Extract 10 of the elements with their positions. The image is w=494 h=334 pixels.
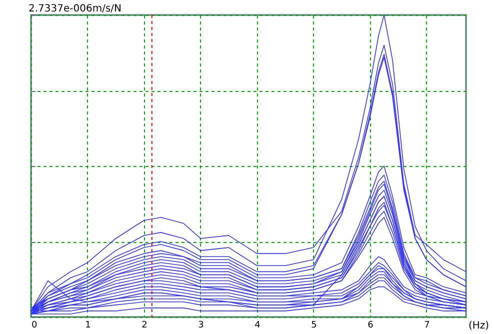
x-tick-label: 0 (32, 320, 38, 330)
x-tick-label: 2 (142, 320, 148, 330)
x-tick-label: 4 (254, 320, 261, 330)
y-axis-title: 2.7337e-006m/s/N (28, 4, 122, 14)
x-tick-label: 6 (368, 320, 374, 330)
x-tick-label: 1 (85, 320, 91, 330)
x-tick-label: 5 (311, 320, 317, 330)
x-tick-label: 7 (424, 320, 430, 330)
x-tick-label: 3 (198, 320, 204, 330)
x-axis-title: (Hz) (468, 320, 490, 332)
